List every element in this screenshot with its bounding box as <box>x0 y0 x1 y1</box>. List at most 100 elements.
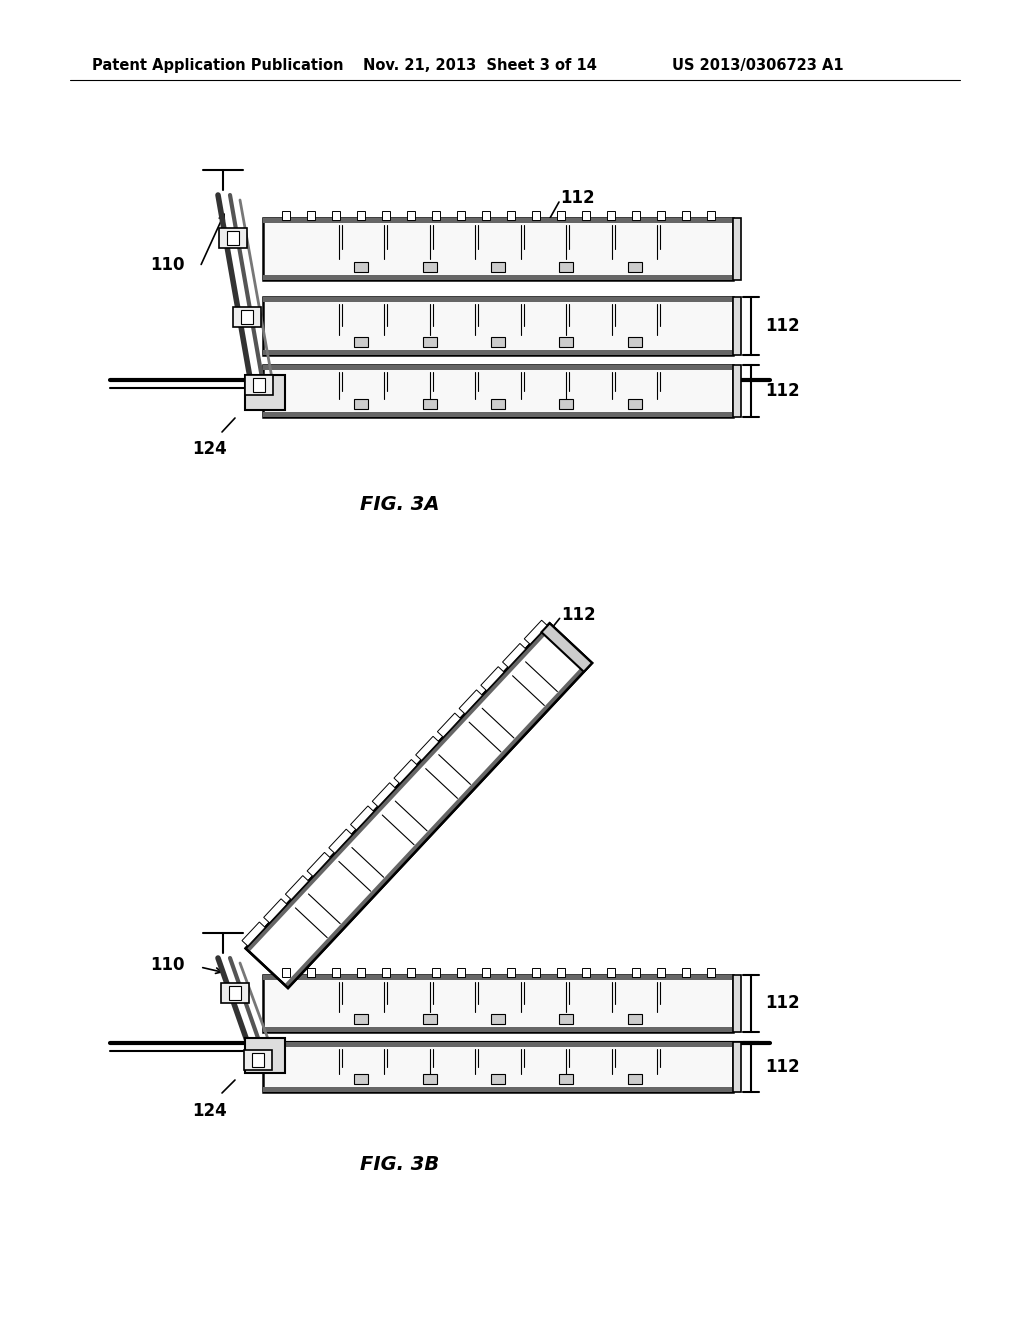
Bar <box>219 228 247 248</box>
Bar <box>263 975 733 1032</box>
Bar <box>628 1074 642 1084</box>
Polygon shape <box>459 690 482 714</box>
Bar <box>481 211 489 220</box>
Bar <box>356 968 365 977</box>
Polygon shape <box>437 713 461 737</box>
Text: Patent Application Publication: Patent Application Publication <box>92 58 343 73</box>
Bar <box>481 968 489 977</box>
Text: 112: 112 <box>765 381 800 400</box>
Bar <box>733 297 741 355</box>
Bar <box>733 366 741 417</box>
Bar <box>490 261 505 272</box>
Bar <box>245 375 272 395</box>
Polygon shape <box>481 667 504 690</box>
Bar <box>490 399 505 409</box>
Polygon shape <box>246 623 592 987</box>
Bar <box>632 211 640 220</box>
Bar <box>606 211 614 220</box>
Bar <box>656 968 665 977</box>
Bar <box>490 337 505 347</box>
Bar <box>306 968 314 977</box>
Bar <box>507 968 514 977</box>
Bar <box>263 366 733 370</box>
Bar <box>263 297 733 302</box>
Polygon shape <box>373 783 395 807</box>
Polygon shape <box>416 737 439 760</box>
Bar <box>332 968 340 977</box>
Bar <box>556 968 564 977</box>
Bar <box>227 231 239 246</box>
Bar <box>245 375 285 411</box>
Text: 112: 112 <box>765 1059 800 1076</box>
Polygon shape <box>242 923 265 946</box>
Text: 112: 112 <box>561 606 596 624</box>
Bar <box>507 211 514 220</box>
Text: FIG. 3A: FIG. 3A <box>360 495 439 515</box>
Polygon shape <box>503 643 525 668</box>
Bar <box>407 968 415 977</box>
Bar <box>265 979 731 1027</box>
Bar <box>531 968 540 977</box>
Bar <box>606 968 614 977</box>
Bar <box>332 211 340 220</box>
Polygon shape <box>286 875 308 900</box>
Bar <box>265 370 731 412</box>
Bar <box>282 211 290 220</box>
Bar <box>253 378 265 392</box>
Bar <box>628 261 642 272</box>
Bar <box>354 399 369 409</box>
Polygon shape <box>246 623 553 952</box>
Bar <box>241 310 253 323</box>
Bar <box>628 399 642 409</box>
Bar <box>423 261 436 272</box>
Bar <box>354 1074 369 1084</box>
Polygon shape <box>329 829 352 853</box>
Text: 112: 112 <box>560 189 595 207</box>
Polygon shape <box>307 853 331 876</box>
Text: 110: 110 <box>151 956 185 974</box>
Text: FIG. 3B: FIG. 3B <box>360 1155 439 1175</box>
Bar <box>559 399 573 409</box>
Bar <box>354 261 369 272</box>
Bar <box>263 975 733 979</box>
Bar <box>733 975 741 1032</box>
Bar <box>263 412 733 417</box>
Bar <box>423 337 436 347</box>
Bar <box>221 983 249 1003</box>
Bar <box>457 211 465 220</box>
Bar <box>423 1074 436 1084</box>
Bar <box>582 211 590 220</box>
Bar <box>263 218 733 223</box>
Bar <box>263 1041 733 1092</box>
Bar <box>265 223 731 275</box>
Polygon shape <box>524 620 548 644</box>
Bar <box>431 968 439 977</box>
Bar <box>582 968 590 977</box>
Bar <box>431 211 439 220</box>
Text: 124: 124 <box>193 1102 227 1119</box>
Bar <box>265 1047 731 1086</box>
Bar <box>263 1041 733 1047</box>
Bar <box>356 211 365 220</box>
Bar <box>559 337 573 347</box>
Bar <box>682 211 689 220</box>
Bar <box>265 302 731 350</box>
Bar <box>263 1027 733 1032</box>
Text: 110: 110 <box>151 256 185 275</box>
Bar <box>354 1014 369 1024</box>
Polygon shape <box>350 807 374 830</box>
Bar <box>245 1038 285 1073</box>
Bar <box>632 968 640 977</box>
Bar <box>559 1074 573 1084</box>
Bar <box>707 211 715 220</box>
Bar <box>628 337 642 347</box>
Text: 124: 124 <box>193 440 227 458</box>
Bar <box>490 1014 505 1024</box>
Bar <box>559 1014 573 1024</box>
Bar <box>656 211 665 220</box>
Bar <box>382 211 389 220</box>
Bar <box>707 968 715 977</box>
Polygon shape <box>285 660 592 987</box>
Bar <box>263 1086 733 1092</box>
Bar <box>263 366 733 417</box>
